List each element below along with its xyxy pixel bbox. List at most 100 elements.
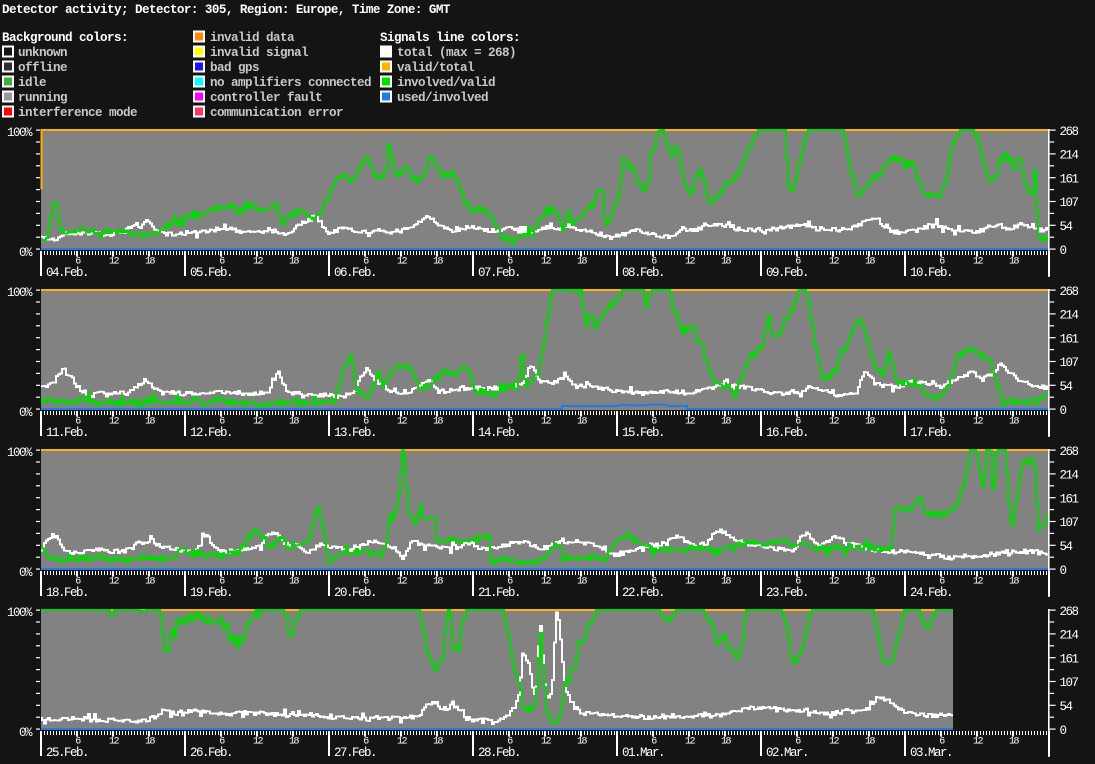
svg-text:6: 6 [939, 737, 945, 748]
svg-text:12: 12 [541, 417, 552, 428]
svg-text:6: 6 [507, 737, 513, 748]
svg-text:12: 12 [109, 417, 120, 428]
svg-text:12: 12 [253, 577, 264, 588]
svg-text:12: 12 [541, 577, 552, 588]
svg-text:12: 12 [973, 257, 984, 268]
svg-text:100%: 100% [7, 126, 33, 140]
svg-text:18: 18 [577, 257, 588, 268]
svg-text:17.Feb.: 17.Feb. [910, 426, 952, 440]
svg-text:used/involved: used/involved [397, 91, 488, 105]
svg-text:12: 12 [829, 257, 840, 268]
svg-text:controller fault: controller fault [210, 91, 322, 105]
svg-text:18: 18 [145, 577, 156, 588]
svg-text:Background colors:: Background colors: [2, 31, 128, 45]
svg-text:18: 18 [577, 737, 588, 748]
svg-text:12: 12 [253, 257, 264, 268]
svg-text:6: 6 [507, 257, 513, 268]
svg-text:11.Feb.: 11.Feb. [46, 426, 88, 440]
svg-text:01.Mar.: 01.Mar. [622, 746, 664, 760]
svg-text:12: 12 [397, 737, 408, 748]
svg-text:100%: 100% [7, 286, 33, 300]
svg-text:18: 18 [577, 577, 588, 588]
svg-text:6: 6 [939, 577, 945, 588]
svg-text:214: 214 [1060, 469, 1079, 483]
svg-text:100%: 100% [7, 446, 33, 460]
svg-text:Signals line colors:: Signals line colors: [380, 31, 520, 45]
svg-text:161: 161 [1060, 172, 1079, 186]
svg-text:6: 6 [507, 417, 513, 428]
svg-text:idle: idle [18, 76, 46, 90]
svg-text:21.Feb.: 21.Feb. [478, 586, 520, 600]
svg-text:214: 214 [1060, 629, 1079, 643]
svg-text:18: 18 [145, 417, 156, 428]
svg-text:18: 18 [289, 417, 300, 428]
svg-text:6: 6 [651, 737, 657, 748]
svg-text:12: 12 [109, 257, 120, 268]
svg-text:18: 18 [433, 257, 444, 268]
svg-text:20.Feb.: 20.Feb. [334, 586, 376, 600]
svg-text:12: 12 [397, 417, 408, 428]
svg-text:6: 6 [795, 737, 801, 748]
svg-text:18: 18 [289, 737, 300, 748]
svg-text:04.Feb.: 04.Feb. [46, 266, 88, 280]
svg-text:6: 6 [75, 417, 81, 428]
svg-text:54: 54 [1060, 540, 1073, 554]
svg-text:268: 268 [1060, 125, 1079, 139]
svg-text:18: 18 [289, 257, 300, 268]
svg-text:18.Feb.: 18.Feb. [46, 586, 88, 600]
svg-text:6: 6 [795, 577, 801, 588]
svg-text:107: 107 [1060, 356, 1079, 370]
svg-text:offline: offline [18, 61, 67, 75]
svg-text:18: 18 [1009, 577, 1020, 588]
svg-text:24.Feb.: 24.Feb. [910, 586, 952, 600]
svg-text:268: 268 [1060, 445, 1079, 459]
svg-text:communication error: communication error [210, 106, 343, 120]
svg-text:6: 6 [75, 737, 81, 748]
svg-text:18: 18 [721, 257, 732, 268]
svg-text:18: 18 [145, 257, 156, 268]
svg-text:107: 107 [1060, 676, 1079, 690]
svg-text:161: 161 [1060, 332, 1079, 346]
svg-text:12: 12 [829, 417, 840, 428]
svg-text:12: 12 [109, 737, 120, 748]
svg-text:06.Feb.: 06.Feb. [334, 266, 376, 280]
svg-text:total (max = 268): total (max = 268) [397, 46, 516, 60]
svg-text:12: 12 [541, 737, 552, 748]
svg-text:161: 161 [1060, 652, 1079, 666]
svg-text:6: 6 [219, 257, 225, 268]
svg-text:0%: 0% [19, 726, 33, 740]
svg-text:12: 12 [109, 577, 120, 588]
svg-text:08.Feb.: 08.Feb. [622, 266, 664, 280]
svg-text:54: 54 [1060, 220, 1073, 234]
svg-text:6: 6 [75, 577, 81, 588]
svg-text:268: 268 [1060, 605, 1079, 619]
svg-text:running: running [18, 91, 67, 105]
svg-text:12: 12 [829, 737, 840, 748]
svg-text:6: 6 [219, 737, 225, 748]
svg-text:03.Mar.: 03.Mar. [910, 746, 952, 760]
svg-text:valid/total: valid/total [397, 61, 475, 75]
svg-text:12: 12 [253, 737, 264, 748]
svg-text:6: 6 [651, 417, 657, 428]
svg-text:6: 6 [363, 417, 369, 428]
svg-text:268: 268 [1060, 285, 1079, 299]
svg-text:18: 18 [1009, 257, 1020, 268]
svg-text:invalid signal: invalid signal [210, 46, 309, 60]
svg-text:19.Feb.: 19.Feb. [190, 586, 232, 600]
svg-text:25.Feb.: 25.Feb. [46, 746, 88, 760]
svg-text:18: 18 [433, 737, 444, 748]
svg-text:6: 6 [507, 577, 513, 588]
svg-text:15.Feb.: 15.Feb. [622, 426, 664, 440]
svg-text:18: 18 [289, 577, 300, 588]
svg-text:161: 161 [1060, 492, 1079, 506]
svg-text:12: 12 [253, 417, 264, 428]
svg-text:no amplifiers connected: no amplifiers connected [210, 76, 371, 90]
svg-text:28.Feb.: 28.Feb. [478, 746, 520, 760]
svg-text:12: 12 [829, 577, 840, 588]
svg-text:18: 18 [865, 577, 876, 588]
svg-text:0%: 0% [19, 246, 33, 260]
svg-text:unknown: unknown [18, 46, 67, 60]
svg-text:0: 0 [1060, 724, 1067, 738]
svg-text:12: 12 [685, 257, 696, 268]
svg-text:bad gps: bad gps [210, 61, 259, 75]
